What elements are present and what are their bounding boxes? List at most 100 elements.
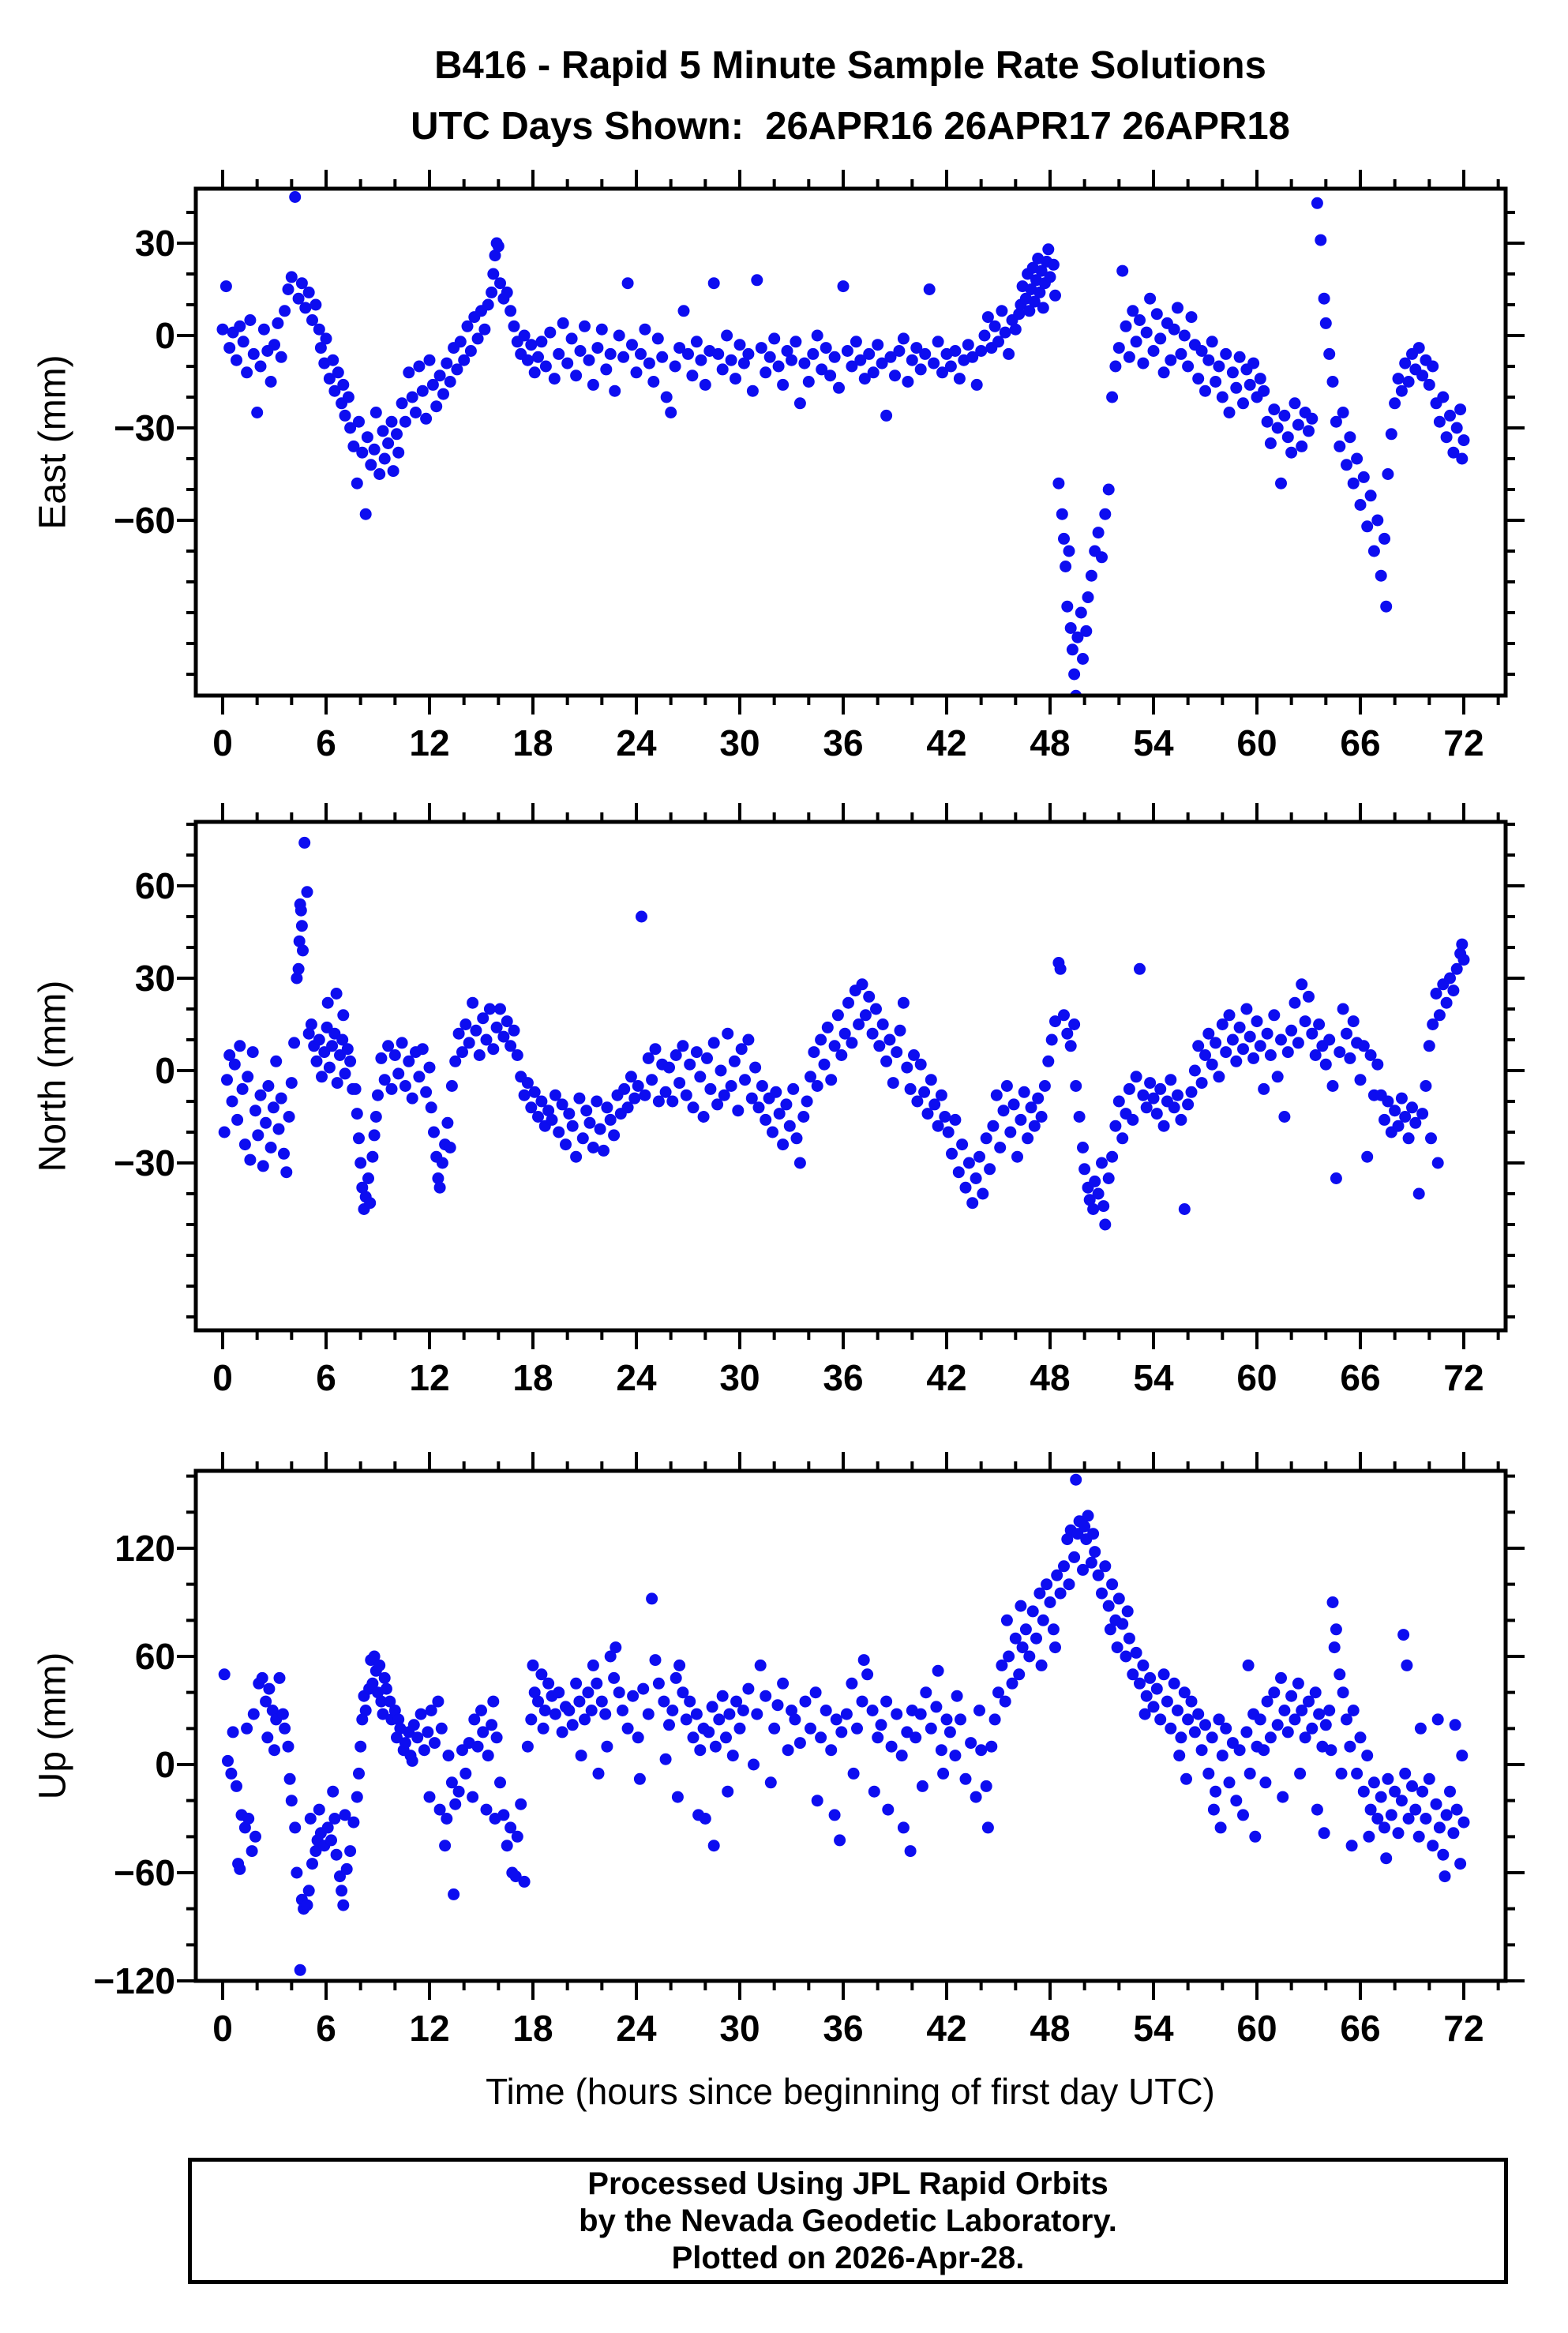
- data-point: [936, 366, 948, 379]
- data-point: [1337, 407, 1349, 418]
- data-point: [1254, 1713, 1266, 1726]
- data-point: [853, 1018, 865, 1030]
- data-point: [1303, 1695, 1315, 1708]
- data-point: [980, 1780, 992, 1792]
- data-point: [1030, 1632, 1042, 1645]
- data-point: [1195, 345, 1208, 357]
- data-point: [1111, 1641, 1123, 1654]
- data-point: [332, 366, 344, 379]
- data-point: [1319, 1719, 1332, 1731]
- data-point: [797, 1111, 810, 1123]
- x-tick-label: 42: [926, 2008, 966, 2049]
- data-point: [1182, 360, 1195, 373]
- data-point: [628, 1092, 641, 1105]
- footer-line-2: by the Nevada Geodetic Laboratory.: [579, 2203, 1117, 2238]
- data-point: [666, 1095, 679, 1108]
- data-point: [292, 292, 305, 305]
- data-point: [1099, 1218, 1112, 1231]
- data-point: [730, 373, 741, 385]
- data-point: [1240, 1726, 1253, 1738]
- data-point: [1299, 1731, 1311, 1744]
- data-point: [939, 1111, 951, 1123]
- data-point: [272, 317, 284, 329]
- data-point: [1123, 1082, 1135, 1095]
- data-point: [396, 397, 408, 410]
- data-point: [781, 345, 793, 357]
- data-point: [461, 320, 474, 332]
- data-point: [707, 277, 720, 290]
- data-point: [1092, 1569, 1105, 1581]
- data-point: [285, 1795, 298, 1807]
- x-tick-label: 12: [409, 1357, 449, 1398]
- data-point: [777, 378, 790, 391]
- data-point: [1306, 412, 1319, 425]
- data-point: [1457, 954, 1470, 966]
- data-point: [838, 1027, 851, 1040]
- data-point: [609, 384, 621, 397]
- data-point: [984, 1163, 996, 1176]
- data-point: [715, 1064, 727, 1077]
- data-point: [373, 1659, 386, 1671]
- data-point: [264, 1142, 277, 1153]
- data-point: [1087, 1203, 1100, 1215]
- data-point: [760, 1690, 772, 1702]
- data-point: [413, 1071, 426, 1083]
- data-point: [1380, 600, 1393, 613]
- data-point: [914, 1058, 927, 1071]
- data-point: [1102, 1172, 1115, 1184]
- y-tick-label: −30: [114, 1142, 175, 1183]
- data-point: [1185, 1086, 1198, 1098]
- y-tick-label: 60: [135, 1636, 175, 1677]
- data-point: [713, 1713, 726, 1726]
- data-point: [388, 1705, 401, 1716]
- data-point: [1127, 305, 1139, 317]
- data-point: [331, 1077, 343, 1090]
- data-point: [1138, 1708, 1151, 1720]
- data-point: [1285, 1690, 1298, 1702]
- data-point: [380, 1682, 392, 1695]
- data-point: [425, 1705, 437, 1716]
- data-point: [423, 1791, 436, 1803]
- data-point: [1172, 1089, 1184, 1101]
- data-point: [305, 1018, 317, 1030]
- data-point: [354, 1157, 367, 1169]
- data-point: [445, 1776, 458, 1789]
- data-point: [1354, 1731, 1367, 1744]
- data-point: [1202, 1027, 1215, 1040]
- data-point: [1134, 1677, 1146, 1690]
- data-point: [1060, 561, 1072, 572]
- data-point: [914, 1708, 927, 1720]
- data-point: [535, 1095, 548, 1108]
- data-point: [422, 1726, 434, 1738]
- data-point: [1430, 1798, 1442, 1810]
- data-point: [242, 1071, 254, 1083]
- data-point: [798, 357, 811, 369]
- data-point: [264, 376, 277, 388]
- data-point: [704, 1082, 717, 1095]
- x-tick-label: 72: [1443, 2008, 1484, 2049]
- data-point: [282, 283, 294, 295]
- data-point: [1447, 446, 1460, 459]
- data-point: [216, 323, 229, 336]
- data-point: [432, 1695, 445, 1708]
- data-point: [1073, 1111, 1086, 1123]
- data-point: [463, 1037, 475, 1049]
- data-point: [1033, 1587, 1046, 1600]
- data-point: [594, 1123, 606, 1135]
- data-point: [1120, 1650, 1132, 1663]
- data-point: [684, 1695, 696, 1708]
- data-point: [1157, 1668, 1170, 1681]
- data-point: [223, 1049, 236, 1061]
- data-point: [1433, 1009, 1446, 1022]
- data-point: [1150, 308, 1163, 321]
- data-point: [399, 415, 411, 428]
- data-point: [587, 1659, 599, 1671]
- data-point: [847, 1767, 860, 1780]
- data-point: [1440, 431, 1453, 444]
- data-point: [508, 1024, 520, 1037]
- data-point: [227, 1726, 239, 1738]
- data-point: [1102, 1600, 1115, 1612]
- data-point: [1102, 483, 1115, 496]
- data-point: [863, 347, 876, 360]
- data-point: [1137, 357, 1150, 369]
